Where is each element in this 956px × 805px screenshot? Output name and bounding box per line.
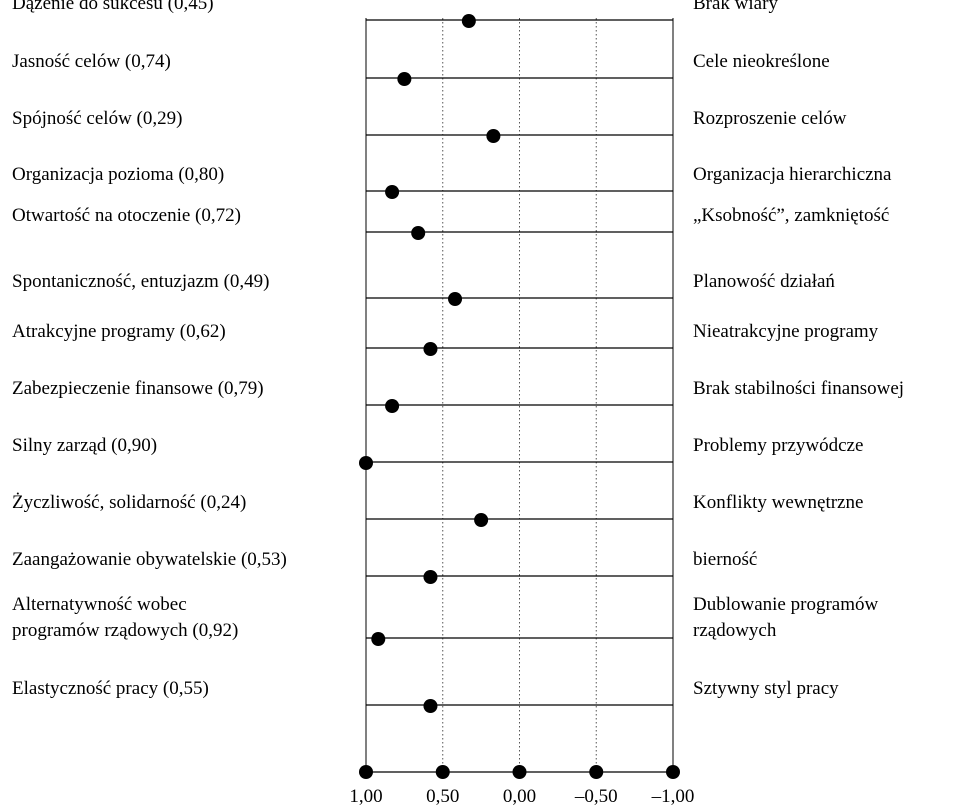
- row-label-positive: Otwartość na otoczenie (0,72): [12, 205, 241, 226]
- data-point: [385, 185, 400, 199]
- row-label-positive: Atrakcyjne programy (0,62): [12, 321, 226, 342]
- row-label-negative: Brak wiary: [693, 0, 778, 14]
- x-axis-tick-marker: [359, 765, 373, 779]
- x-tick-label: 0,50: [426, 786, 459, 805]
- data-point: [411, 226, 426, 240]
- row-label-positive: Spontaniczność, entuzjazm (0,49): [12, 271, 269, 292]
- row-label-negative: Planowość działań: [693, 271, 835, 292]
- data-point: [385, 399, 400, 413]
- data-point: [423, 342, 438, 356]
- row-label-negative: Cele nieokreślone: [693, 51, 830, 72]
- row-label-positive: Życzliwość, solidarność (0,24): [12, 492, 246, 513]
- data-point: [371, 632, 386, 646]
- row-label-negative: Sztywny styl pracy: [693, 678, 839, 699]
- data-point: [448, 292, 463, 306]
- x-axis-tick-marker: [512, 765, 527, 779]
- row-label-positive: Jasność celów (0,74): [12, 51, 171, 72]
- x-tick-label: 1,00: [349, 786, 382, 805]
- data-point: [486, 129, 501, 143]
- x-axis-tick-marker: [589, 765, 604, 779]
- row-label-positive: programów rządowych (0,92): [12, 620, 238, 641]
- row-label-negative: Problemy przywódcze: [693, 435, 863, 456]
- row-label-positive: Alternatywność wobec: [12, 594, 187, 615]
- row-label-positive: Dążenie do sukcesu (0,45): [12, 0, 214, 14]
- row-label-negative: Konflikty wewnętrzne: [693, 492, 863, 513]
- data-point: [423, 570, 438, 584]
- data-point: [359, 456, 373, 470]
- row-label-positive: Organizacja pozioma (0,80): [12, 164, 224, 185]
- row-label-positive: Spójność celów (0,29): [12, 108, 182, 129]
- row-label-negative: Nieatrakcyjne programy: [693, 321, 879, 342]
- x-axis-tick-marker: [666, 765, 680, 779]
- data-point: [461, 14, 476, 28]
- row-label-positive: Elastyczność pracy (0,55): [12, 678, 209, 699]
- data-point: [397, 72, 412, 86]
- row-label-negative: Brak stabilności finansowej: [693, 378, 904, 399]
- row-label-negative: bierność: [693, 549, 757, 570]
- data-point: [423, 699, 438, 713]
- row-label-negative: „Ksobność”, zamkniętość: [693, 205, 889, 226]
- x-tick-label: –0,50: [574, 786, 618, 805]
- row-label-negative: Organizacja hierarchiczna: [693, 164, 892, 185]
- x-tick-label: 0,00: [503, 786, 536, 805]
- row-label-positive: Zabezpieczenie finansowe (0,79): [12, 378, 264, 399]
- row-label-positive: Zaangażowanie obywatelskie (0,53): [12, 549, 287, 570]
- row-label-negative: rządowych: [693, 620, 777, 641]
- data-point: [474, 513, 489, 527]
- x-tick-label: –1,00: [651, 786, 695, 805]
- row-label-negative: Rozproszenie celów: [693, 108, 847, 129]
- x-axis-tick-marker: [435, 765, 450, 779]
- row-label-positive: Silny zarząd (0,90): [12, 435, 157, 456]
- row-label-negative: Dublowanie programów: [693, 594, 878, 615]
